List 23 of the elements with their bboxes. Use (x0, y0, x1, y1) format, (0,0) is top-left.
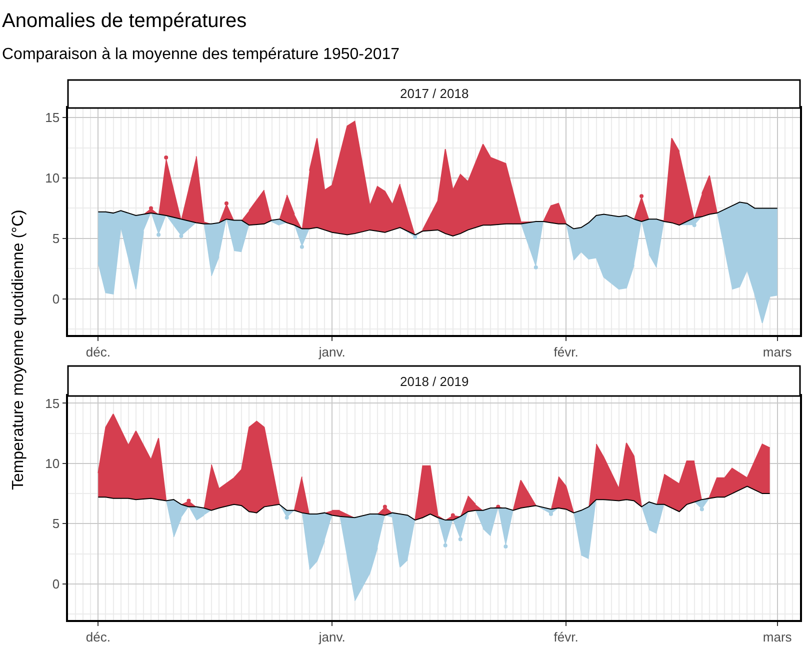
y-tick-label: 15 (45, 396, 60, 411)
chart-title: Anomalies de températures (2, 10, 247, 32)
y-axis-title: Temperature moyenne quotidienne (°C) (10, 210, 27, 490)
x-tick-label: déc. (86, 629, 110, 644)
y-tick-label: 0 (52, 576, 60, 592)
y-tick-label: 5 (52, 516, 60, 532)
y-tick-label: 0 (52, 291, 60, 306)
text: 2017 / 2018 (400, 86, 469, 101)
x-tick-label: janv. (318, 629, 346, 644)
chart-subtitle: Comparaison à la moyenne des température 1950-2017 (2, 46, 400, 63)
line-series (98, 202, 778, 236)
y-tick-label: 10 (45, 170, 60, 186)
x-tick-label: févr. (554, 629, 578, 644)
x-tick-label: janv. (318, 344, 346, 360)
y-tick-label: 5 (52, 230, 60, 246)
y-tick-label: 15 (45, 110, 60, 126)
x-tick-label: mars (762, 629, 792, 644)
x-tick-label: févr. (554, 344, 578, 360)
text: 2018 / 2019 (400, 374, 469, 389)
x-tick-label: mars (762, 344, 792, 360)
y-tick-label: 10 (45, 456, 60, 471)
x-tick-label: déc. (86, 344, 110, 360)
line-series (98, 486, 770, 521)
